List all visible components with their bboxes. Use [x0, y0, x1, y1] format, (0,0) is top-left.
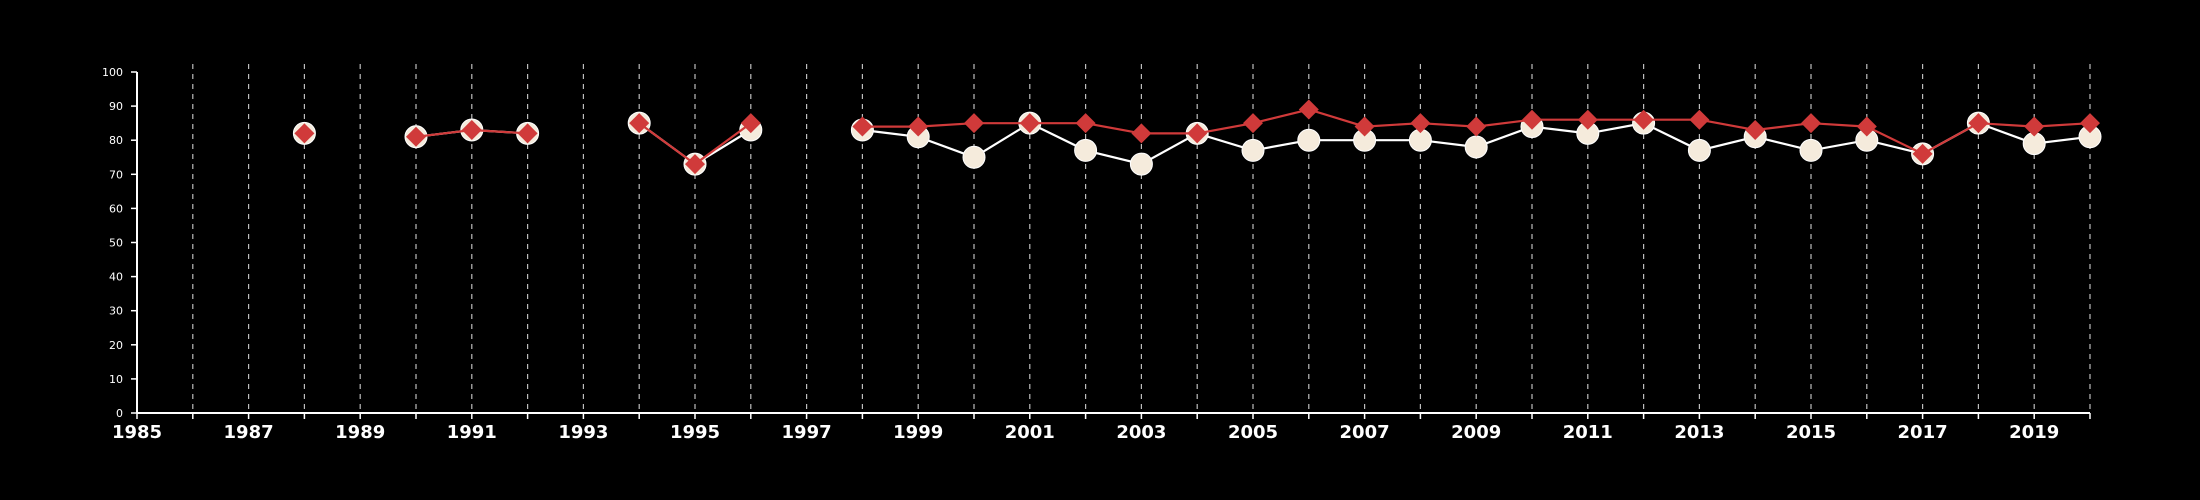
- data-point: [1799, 138, 1823, 162]
- x-tick-label: 2005: [1228, 422, 1278, 443]
- data-point: [1687, 138, 1711, 162]
- x-tick-label: 1989: [335, 422, 385, 443]
- data-point: [1464, 135, 1488, 159]
- grid: [192, 64, 2091, 413]
- y-tick-label: 80: [109, 134, 123, 147]
- data-point: [461, 119, 482, 140]
- data-point: [1075, 113, 1096, 134]
- data-point: [852, 116, 873, 137]
- data-point: [1577, 109, 1598, 130]
- y-tick-label: 10: [109, 373, 123, 386]
- y-tick-label: 30: [109, 305, 123, 318]
- x-tick-label: 2011: [1563, 422, 1613, 443]
- x-tick-label: 1991: [447, 422, 497, 443]
- x-tick-label: 1999: [893, 422, 943, 443]
- data-point: [908, 116, 929, 137]
- x-tick-label: 2001: [1005, 422, 1055, 443]
- y-tick-label: 90: [109, 100, 123, 113]
- y-tick-label: 60: [109, 202, 123, 215]
- data-point: [1354, 116, 1375, 137]
- series-diamond: [294, 99, 2100, 175]
- data-point: [1856, 116, 1877, 137]
- data-point: [1689, 109, 1710, 130]
- data-point: [1019, 113, 1040, 134]
- data-point: [740, 113, 761, 134]
- data-point: [1633, 109, 1654, 130]
- series-group: [292, 99, 2102, 176]
- data-point: [1410, 113, 1431, 134]
- x-tick-label: 1987: [224, 422, 274, 443]
- data-point: [1243, 113, 1263, 134]
- data-point: [406, 126, 426, 147]
- x-tick-label: 1993: [558, 422, 608, 443]
- y-tick-label: 100: [102, 66, 123, 79]
- x-tick-label: 2009: [1451, 422, 1501, 443]
- data-point: [685, 154, 705, 175]
- data-point: [1241, 138, 1265, 162]
- x-tick-label: 2003: [1116, 422, 1166, 443]
- axes: 0 10 20 30 40 50 60 70 80 90 100 1985 1987 1989 1991 19…: [102, 66, 2091, 443]
- data-point: [2080, 113, 2100, 134]
- data-point: [294, 123, 315, 144]
- data-point: [2024, 116, 2045, 137]
- x-tick-label: 2015: [1786, 422, 1836, 443]
- data-point: [964, 113, 984, 134]
- data-point: [962, 145, 986, 169]
- data-point: [517, 123, 538, 144]
- x-tick-label: 2007: [1340, 422, 1390, 443]
- y-tick-label: 20: [109, 339, 123, 352]
- y-tick-label: 70: [109, 168, 123, 181]
- data-point: [1745, 119, 1766, 140]
- data-point: [1801, 113, 1821, 134]
- data-point: [1522, 109, 1542, 130]
- data-point: [629, 113, 650, 134]
- data-point: [1298, 99, 1319, 120]
- y-tick-label: 0: [116, 407, 123, 420]
- data-point: [1074, 138, 1098, 162]
- x-tick-label: 2013: [1674, 422, 1724, 443]
- x-tick-label: 1995: [670, 422, 720, 443]
- data-point: [1297, 128, 1321, 152]
- data-point: [1131, 123, 1152, 144]
- x-tick-label: 2019: [2009, 422, 2059, 443]
- x-tick-label: 1997: [782, 422, 832, 443]
- data-point: [1129, 152, 1153, 176]
- x-tick-label: 2017: [1898, 422, 1948, 443]
- data-point: [1466, 116, 1487, 137]
- data-point: [1187, 123, 1208, 144]
- x-tick-label: 1985: [112, 422, 162, 443]
- data-point: [1912, 143, 1933, 164]
- data-point: [1968, 113, 1989, 134]
- y-tick-label: 40: [109, 271, 123, 284]
- y-tick-label: 50: [109, 237, 123, 250]
